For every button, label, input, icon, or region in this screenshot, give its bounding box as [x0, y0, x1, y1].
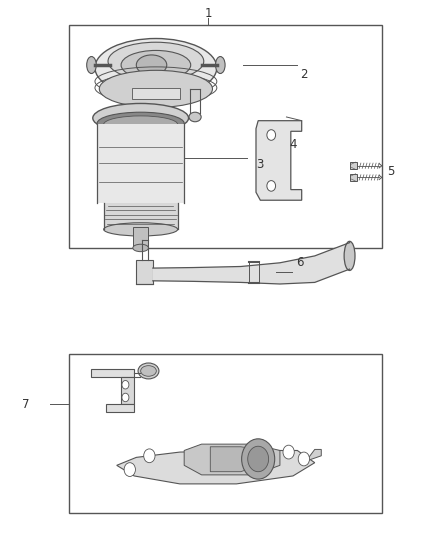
Polygon shape [306, 449, 321, 461]
Circle shape [283, 445, 294, 459]
Text: 7: 7 [21, 398, 29, 411]
Polygon shape [106, 405, 134, 413]
Ellipse shape [87, 56, 96, 74]
Ellipse shape [99, 70, 212, 108]
Ellipse shape [104, 223, 178, 236]
Bar [136, 260, 153, 284]
Ellipse shape [189, 112, 201, 122]
Circle shape [248, 446, 268, 472]
Circle shape [267, 181, 276, 191]
Ellipse shape [133, 244, 148, 252]
Polygon shape [117, 450, 315, 484]
Polygon shape [121, 377, 134, 405]
Ellipse shape [121, 51, 191, 79]
Bar [132, 88, 180, 100]
Circle shape [242, 439, 275, 479]
Text: 4: 4 [289, 138, 297, 151]
Polygon shape [256, 120, 302, 200]
Circle shape [267, 130, 276, 140]
Ellipse shape [138, 363, 159, 379]
Text: 6: 6 [296, 256, 303, 269]
Polygon shape [184, 444, 280, 475]
Bar [104, 203, 178, 229]
Text: 2: 2 [300, 68, 307, 81]
Text: 1: 1 [205, 6, 212, 20]
Bar [350, 174, 357, 181]
Text: 3: 3 [257, 158, 264, 171]
Polygon shape [91, 369, 134, 377]
Circle shape [124, 463, 135, 477]
Polygon shape [153, 243, 350, 284]
Circle shape [122, 381, 129, 389]
Bar [69, 354, 382, 513]
Text: 5: 5 [387, 165, 395, 177]
Ellipse shape [97, 112, 184, 134]
Ellipse shape [93, 103, 188, 133]
Ellipse shape [104, 116, 178, 133]
Bar [133, 227, 148, 248]
Bar [350, 162, 357, 169]
Circle shape [298, 452, 310, 466]
Ellipse shape [141, 366, 156, 376]
Ellipse shape [108, 42, 204, 80]
Circle shape [122, 393, 129, 402]
Ellipse shape [215, 56, 225, 74]
Ellipse shape [95, 38, 217, 97]
Bar [97, 124, 184, 203]
Bar [69, 25, 382, 248]
Polygon shape [210, 447, 267, 472]
Ellipse shape [344, 241, 355, 270]
Circle shape [144, 449, 155, 463]
Ellipse shape [136, 55, 167, 75]
